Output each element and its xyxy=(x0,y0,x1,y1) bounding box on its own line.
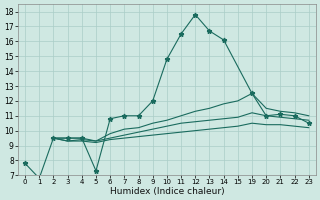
X-axis label: Humidex (Indice chaleur): Humidex (Indice chaleur) xyxy=(109,187,224,196)
